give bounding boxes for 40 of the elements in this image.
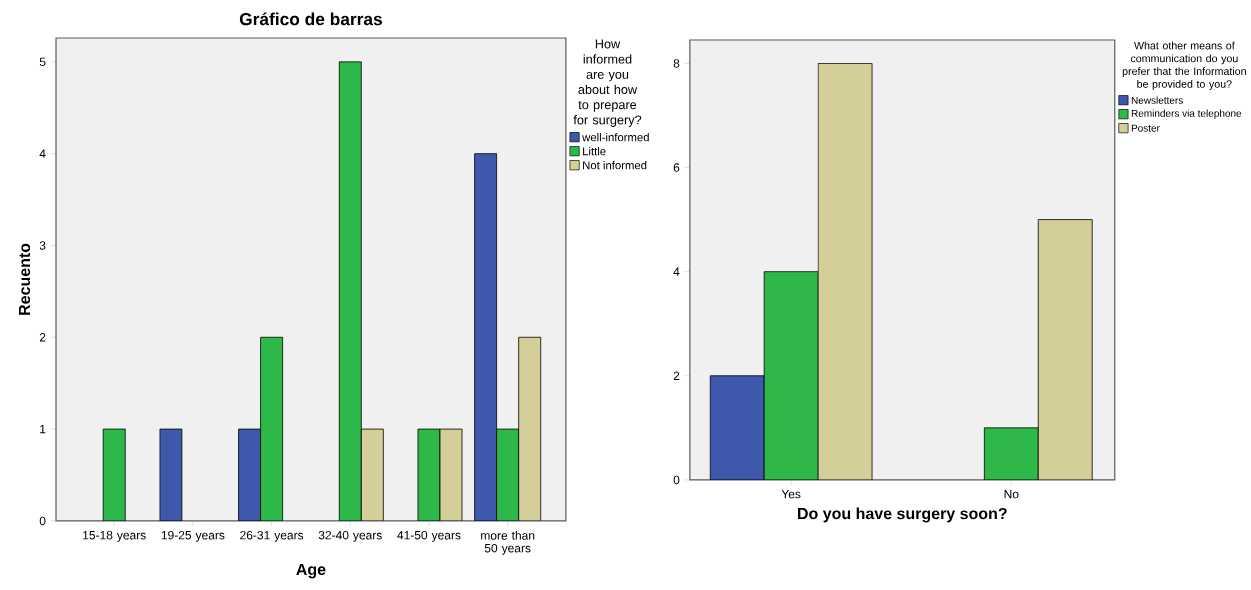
- chart-title: Gráfico de barras: [239, 12, 382, 26]
- x-tick-label: No: [1004, 490, 1019, 499]
- x-tick-label: Yes: [781, 490, 801, 499]
- y-tick-label: 0: [673, 475, 680, 485]
- y-tick-label: 4: [673, 267, 680, 276]
- y-tick-label: 3: [39, 241, 46, 250]
- x-tick-label: 32-40 years: [318, 530, 382, 542]
- x-tick-label: more than 50 years: [481, 530, 535, 555]
- x-tick-label: 19-25 years: [161, 530, 225, 542]
- bar: [496, 428, 520, 521]
- bar: [983, 427, 1039, 480]
- bar: [159, 428, 183, 521]
- y-tick-label: 2: [39, 333, 46, 342]
- legend-label: Newsletters: [1131, 96, 1183, 104]
- bar: [260, 336, 284, 521]
- legend-title: How informed are you about how to prepare for surgery?: [573, 39, 642, 127]
- y-tick-label: 2: [673, 371, 680, 381]
- y-tick-label: 1: [40, 425, 46, 434]
- y-axis-title: Recuento: [18, 243, 31, 315]
- bar: [763, 271, 819, 480]
- legend-label: well-informed: [582, 133, 649, 142]
- bar: [360, 428, 384, 521]
- legend-label: Poster: [1131, 124, 1160, 132]
- bar: [338, 61, 362, 521]
- legend-label: Little: [583, 147, 606, 156]
- x-tick-label: 15-18 years: [83, 530, 146, 542]
- bar: [102, 428, 126, 521]
- legend-title: What other means of communication do you prefer that the Information be provided to you?: [1122, 41, 1246, 90]
- x-tick-label: 26-31 years: [240, 530, 304, 542]
- x-tick-label: 41-50 years: [397, 530, 461, 542]
- y-tick-label: 5: [39, 57, 46, 67]
- y-tick-label: 4: [39, 149, 46, 158]
- x-axis-title: Age: [296, 564, 326, 579]
- legend-label: Reminders via telephone: [1131, 109, 1242, 119]
- y-tick-label: 6: [673, 163, 680, 172]
- y-tick-label: 0: [39, 516, 46, 526]
- legend-label: Not informed: [583, 161, 647, 170]
- x-axis-title: Do you have surgery soon?: [798, 507, 1007, 523]
- y-tick-label: 8: [673, 59, 680, 68]
- bar: [518, 336, 542, 521]
